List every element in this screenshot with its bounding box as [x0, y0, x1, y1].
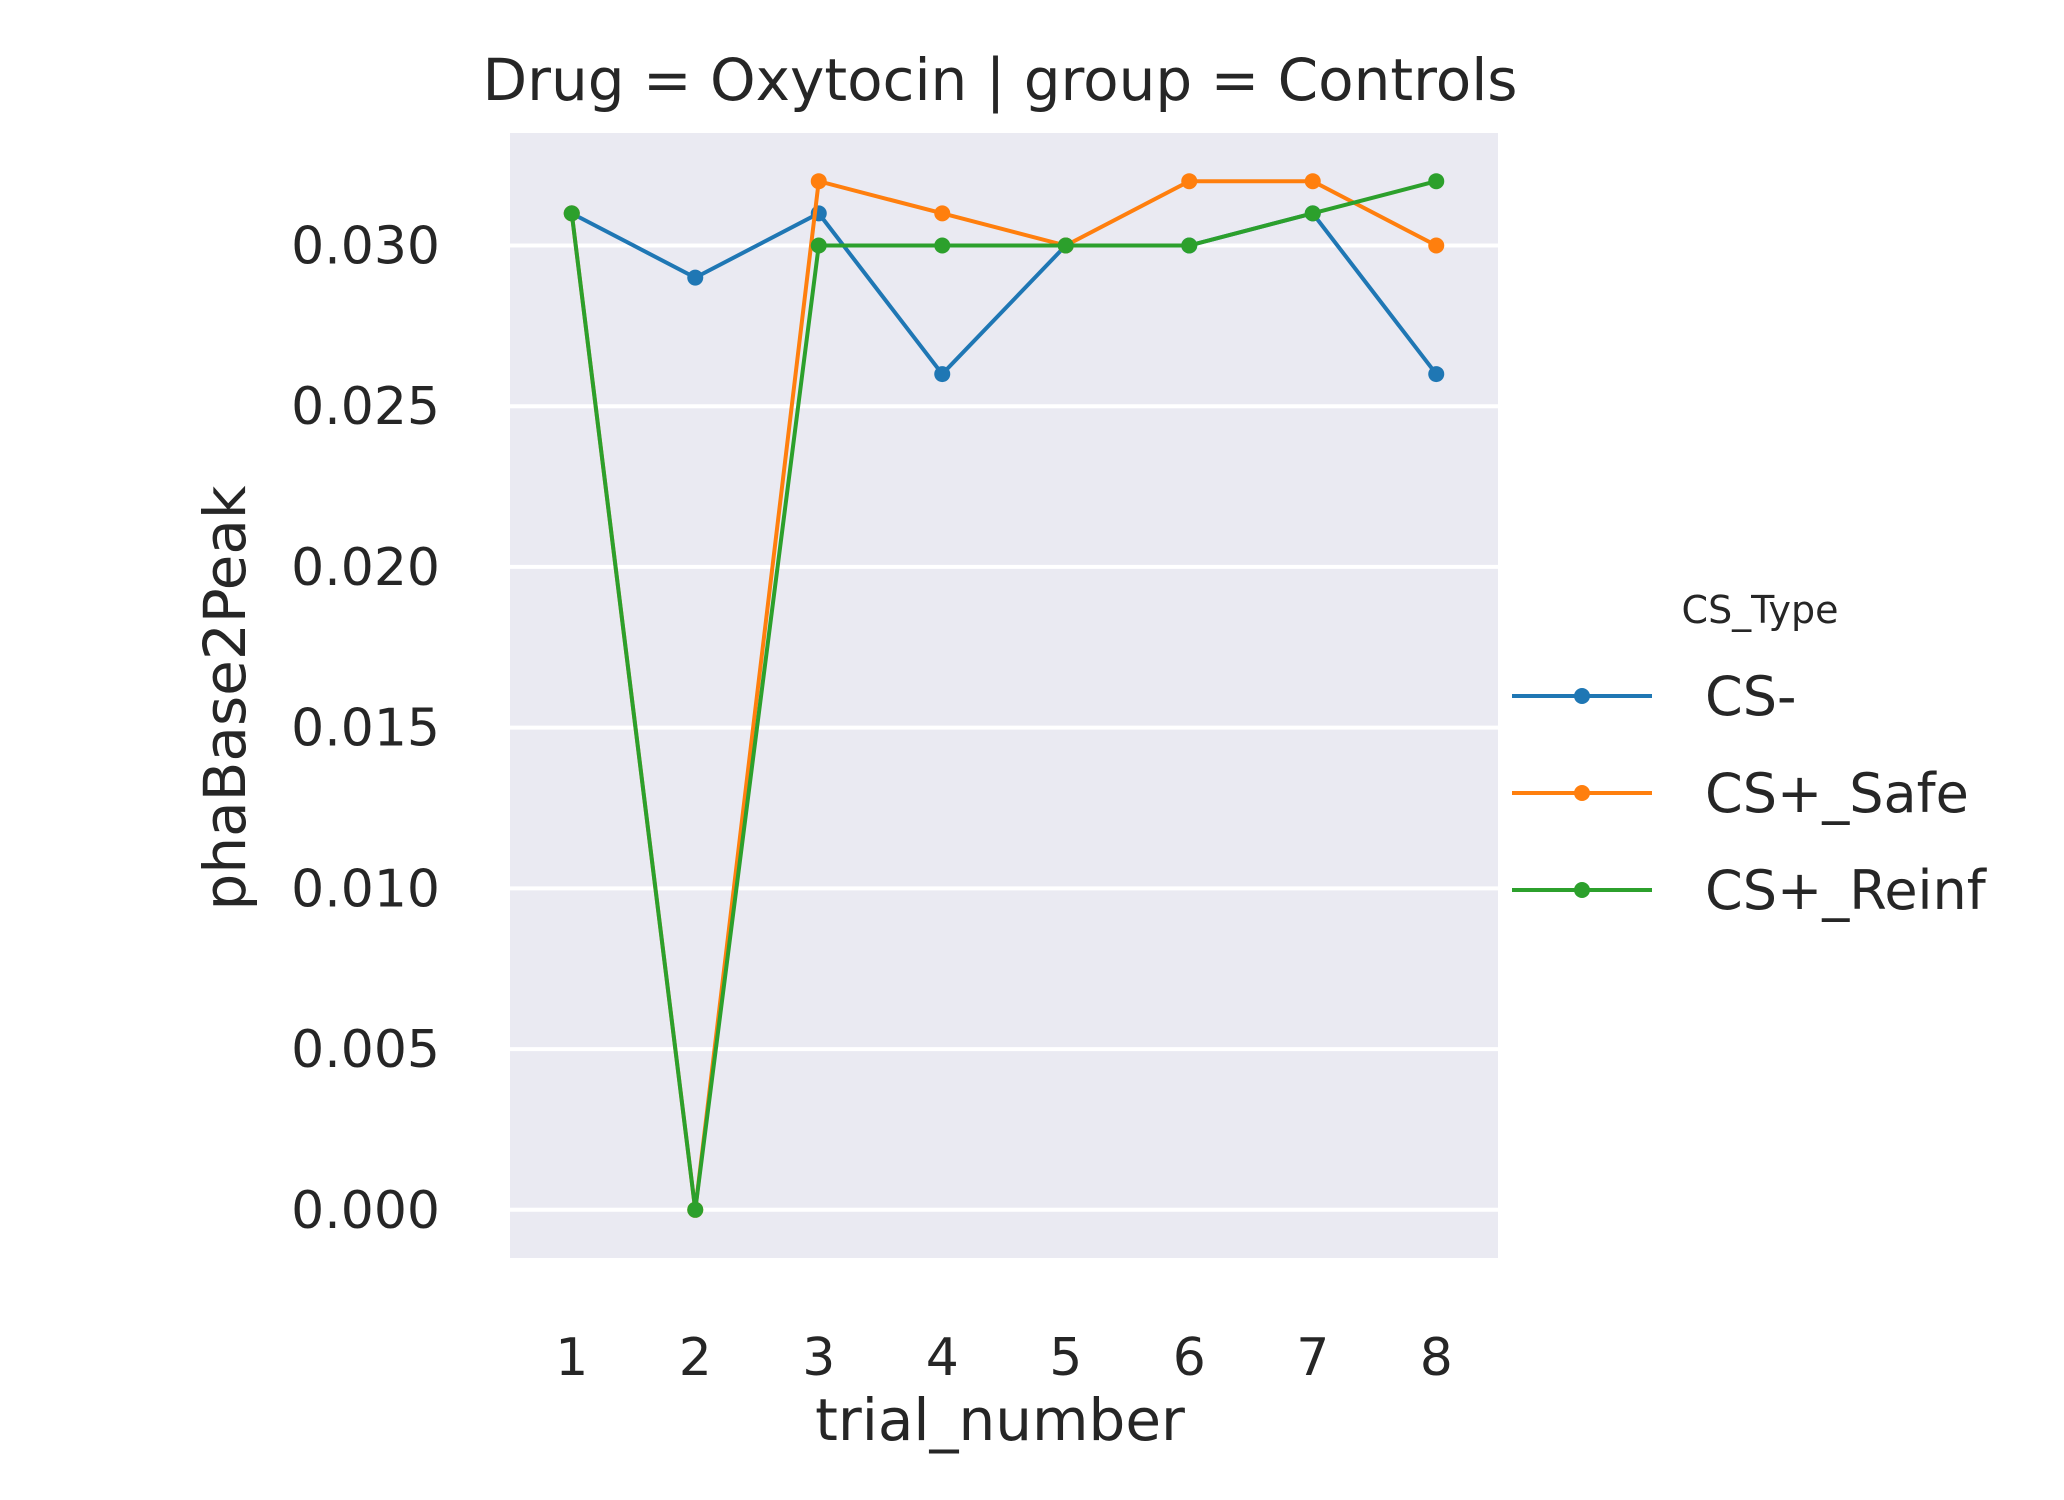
legend-item: CS- — [1512, 665, 1796, 728]
data-point — [1304, 205, 1321, 222]
data-point — [1181, 237, 1198, 254]
legend-marker — [1574, 882, 1590, 898]
x-tick-label: 7 — [1296, 1328, 1329, 1388]
y-tick-label: 0.005 — [291, 1020, 440, 1080]
data-point — [687, 1201, 704, 1218]
data-point — [1428, 237, 1445, 254]
legend-label: CS+_Reinf — [1705, 859, 1988, 922]
chart-title: Drug = Oxytocin | group = Controls — [482, 46, 1517, 114]
data-point — [810, 173, 827, 190]
data-point — [1304, 173, 1321, 190]
series-line — [569, 179, 1437, 1211]
data-point — [1428, 366, 1445, 383]
legend-item: CS+_Reinf — [1512, 859, 1988, 922]
x-tick-label: 2 — [679, 1328, 712, 1388]
x-tick-labels: 1 2 3 4 5 6 7 8 — [555, 1328, 1453, 1388]
legend-label: CS- — [1705, 665, 1796, 728]
data-point — [1057, 237, 1074, 254]
x-axis-label: trial_number — [815, 1386, 1185, 1454]
legend-item: CS+_Safe — [1512, 762, 1969, 825]
y-axis-label: phaBase2Peak — [191, 485, 259, 910]
legend-items: CS- CS+_Safe CS+_Reinf — [1512, 665, 1988, 922]
data-point — [934, 237, 951, 254]
legend-marker — [1574, 688, 1590, 704]
y-tick-label: 0.010 — [291, 859, 440, 919]
data-point — [687, 269, 704, 286]
y-tick-label: 0.000 — [291, 1181, 440, 1241]
y-tick-labels: 0.000 0.005 0.010 0.015 0.020 0.025 0.030 — [291, 217, 440, 1241]
data-point — [1428, 173, 1445, 190]
x-tick-label: 5 — [1049, 1328, 1082, 1388]
series-CS+_Reinf — [563, 173, 1445, 1218]
data-point — [934, 205, 951, 222]
x-tick-label: 6 — [1173, 1328, 1206, 1388]
data-point — [934, 366, 951, 383]
data-point — [1181, 173, 1198, 190]
data-point — [563, 205, 580, 222]
y-tick-label: 0.015 — [291, 699, 440, 759]
y-tick-label: 0.030 — [291, 217, 440, 277]
x-tick-label: 8 — [1420, 1328, 1453, 1388]
legend-title: CS_Type — [1682, 588, 1839, 632]
series-layer — [563, 173, 1445, 1218]
x-tick-label: 1 — [555, 1328, 588, 1388]
legend-label: CS+_Safe — [1705, 762, 1969, 825]
y-tick-label: 0.020 — [291, 538, 440, 598]
x-tick-label: 4 — [926, 1328, 959, 1388]
x-tick-label: 3 — [802, 1328, 835, 1388]
y-tick-label: 0.025 — [291, 377, 440, 437]
legend: CS_Type CS- CS+_Safe CS+_Reinf — [1512, 588, 1988, 922]
data-point — [810, 237, 827, 254]
plot-background — [510, 133, 1498, 1258]
legend-marker — [1574, 785, 1590, 801]
